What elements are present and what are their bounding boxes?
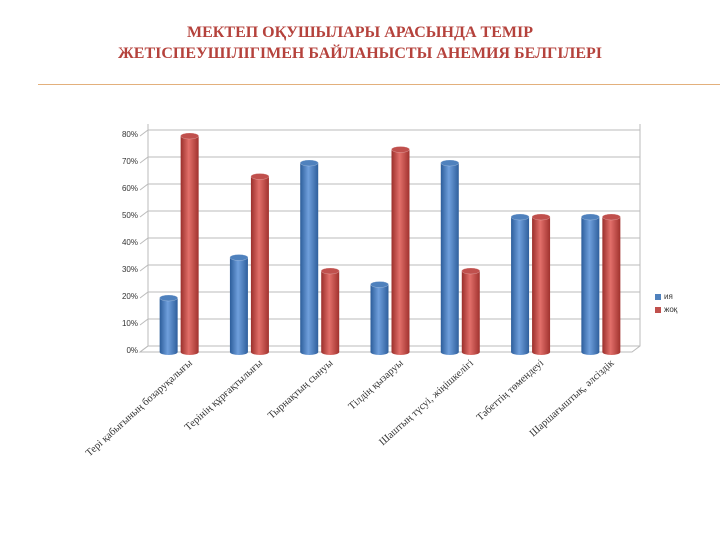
bar-cap (581, 213, 600, 221)
grid-line (139, 210, 640, 218)
x-tick-label: Тілдің қызаруы (347, 358, 406, 413)
y-tick-label: 50% (122, 211, 138, 220)
x-tick-label: Терінің құрғақтылығы (183, 358, 265, 433)
x-tick-label: Тәбеттің төмендеуі (475, 358, 546, 424)
bar-cap (391, 146, 410, 153)
x-tick-label: Тырнақтың сынуы (266, 358, 335, 422)
y-tick-label: 40% (122, 238, 138, 247)
bar (581, 214, 600, 355)
bar-cap (602, 213, 621, 221)
x-tick-label: Тері қабығының бозаруқалығы (84, 358, 195, 459)
bar-cap (440, 159, 460, 167)
y-tick-label: 80% (122, 130, 138, 139)
bar (159, 295, 178, 355)
bar-cap (320, 267, 340, 275)
y-tick-label: 70% (122, 157, 138, 166)
bar (511, 214, 530, 355)
bar-cap (510, 213, 530, 221)
bar-cap (531, 213, 551, 221)
bar (440, 160, 459, 355)
bar (391, 146, 410, 355)
bar-cap (461, 267, 481, 275)
grid-line (139, 291, 640, 299)
grid-line (139, 183, 640, 191)
y-tick-label: 0% (126, 346, 138, 355)
grid-line (139, 237, 640, 245)
bar-cap (229, 254, 249, 261)
bar (532, 214, 551, 355)
bar (250, 173, 269, 355)
y-tick-label: 10% (122, 319, 138, 328)
bar (229, 254, 248, 355)
bar-cap (299, 159, 319, 167)
grid-line (139, 264, 640, 272)
grid-line (139, 318, 640, 326)
bar-cap (250, 173, 270, 180)
legend-label: жоқ (664, 305, 678, 314)
grid-line (139, 156, 640, 164)
grid-line (139, 345, 640, 353)
bar (602, 214, 621, 355)
bar-cap (180, 132, 199, 140)
slide-title: МЕКТЕП ОҚУШЫЛАРЫ АРАСЫНДА ТЕМІР ЖЕТІСПЕУ… (117, 24, 603, 62)
grid-line (139, 129, 640, 137)
y-tick-label: 60% (122, 184, 138, 193)
bar (461, 268, 480, 355)
bar (321, 268, 340, 355)
bar-cap (159, 294, 178, 302)
bar (370, 281, 389, 355)
title-rule (38, 84, 720, 85)
legend-label: ия (664, 292, 673, 301)
bar (300, 160, 319, 355)
legend-swatch (655, 307, 661, 313)
legend-swatch (655, 294, 661, 300)
y-tick-label: 20% (122, 292, 138, 301)
bar (180, 133, 199, 355)
bar-cap (370, 281, 389, 288)
y-tick-label: 30% (122, 265, 138, 274)
